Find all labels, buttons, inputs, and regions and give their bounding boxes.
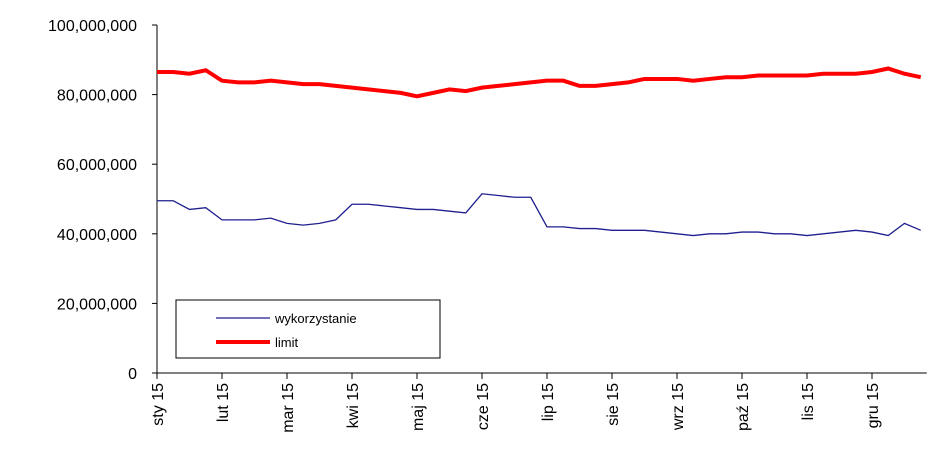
x-tick-label: lut 15 [215, 383, 232, 422]
legend-label: limit [275, 335, 298, 350]
x-tick-label: sie 15 [605, 383, 622, 426]
x-tick-label: sty 15 [150, 383, 167, 426]
y-tick-label: 0 [128, 366, 137, 383]
x-tick-label: paź 15 [735, 383, 752, 431]
x-tick-label: kwi 15 [345, 383, 362, 428]
y-tick-label: 60,000,000 [57, 157, 137, 174]
legend-box [175, 299, 441, 359]
series-line [157, 66, 922, 99]
x-tick-label: mar 15 [280, 383, 297, 433]
y-tick-label: 20,000,000 [57, 296, 137, 313]
y-tick-label: 40,000,000 [57, 227, 137, 244]
x-tick-label: maj 15 [410, 383, 427, 431]
y-tick-label: 80,000,000 [57, 88, 137, 105]
x-tick-label: wrz 15 [670, 383, 687, 431]
y-tick-label: 100,000,000 [48, 18, 137, 35]
x-tick-label: gru 15 [865, 383, 882, 428]
x-tick-label: cze 15 [475, 383, 492, 430]
series-line [157, 193, 922, 237]
x-tick-label: lip 15 [540, 383, 557, 421]
legend-label: wykorzystanie [274, 311, 357, 326]
x-tick-label: lis 15 [800, 383, 817, 420]
